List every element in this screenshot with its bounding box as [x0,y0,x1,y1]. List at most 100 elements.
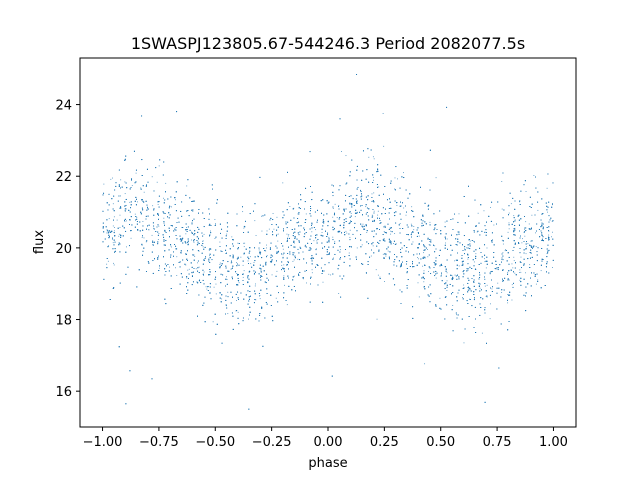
data-point [288,234,290,236]
data-point [238,282,240,284]
data-point [338,205,340,206]
data-point [422,257,424,259]
data-point [535,283,537,285]
data-point [377,274,379,276]
data-point [113,216,115,218]
data-point [257,255,259,257]
data-point [276,233,278,235]
data-point [225,276,227,278]
data-point [394,188,396,190]
data-point [242,276,244,278]
data-point [125,220,127,222]
data-point [485,267,487,269]
data-point [479,287,481,289]
data-point [190,239,192,241]
data-point [113,262,114,264]
data-point [253,262,255,263]
data-point [140,187,142,189]
data-point [526,246,528,248]
data-point [507,271,509,273]
data-point [255,299,257,301]
data-point [153,227,155,229]
data-point [247,277,249,279]
data-point [373,192,375,194]
data-point [368,156,370,158]
data-point [259,295,261,296]
data-point [135,172,137,174]
data-point [261,215,263,217]
data-point [423,270,425,272]
data-point [486,284,488,286]
data-point [546,253,548,255]
data-point [467,258,469,260]
data-point [219,264,221,265]
data-point [143,237,145,239]
data-point [254,285,256,287]
data-point [490,303,491,305]
data-point [282,182,284,184]
data-point [170,246,172,248]
data-point [502,243,504,245]
data-point [157,203,159,205]
data-point [305,244,307,246]
data-point [273,228,275,230]
data-point [473,240,475,242]
data-point [501,259,503,261]
data-point [157,239,159,240]
data-point [226,278,228,280]
data-point [236,300,237,302]
data-point [116,219,118,221]
data-point [276,216,278,218]
data-point [418,296,420,298]
data-point [525,191,527,192]
data-point [119,226,121,228]
data-point [508,212,510,214]
data-point [485,295,487,297]
data-point [185,264,187,266]
data-point [334,240,336,242]
data-point [282,254,284,256]
points-layer [102,74,554,410]
data-point [527,243,529,245]
data-point [206,288,208,290]
data-point [458,213,460,215]
data-point [215,293,217,295]
data-point [528,223,530,225]
data-point [454,260,456,262]
data-point [227,291,229,293]
data-point [551,236,552,238]
data-point [125,246,127,248]
data-point [313,240,315,242]
data-point [243,246,245,248]
data-point [513,256,515,258]
data-point [512,267,514,269]
data-point [277,233,279,235]
data-point [427,256,429,258]
data-point [113,264,115,266]
data-point [522,238,523,240]
data-point [266,247,267,249]
data-point [185,233,187,235]
data-point [405,214,407,216]
data-point [283,264,285,266]
data-point [110,178,112,180]
data-point [141,237,143,239]
data-point [293,207,295,209]
data-point [311,269,313,271]
data-point [413,229,415,231]
data-point [158,267,160,269]
data-point [266,244,267,246]
data-point [119,214,121,216]
data-point [205,286,207,288]
data-point [531,246,533,248]
data-point [551,204,553,206]
data-point [428,244,430,246]
data-point [373,210,375,212]
data-point [423,281,425,283]
data-point [428,271,429,272]
data-point [293,252,295,254]
data-point [519,269,521,271]
data-point [293,259,295,261]
data-point [316,240,318,242]
data-point [378,186,380,188]
